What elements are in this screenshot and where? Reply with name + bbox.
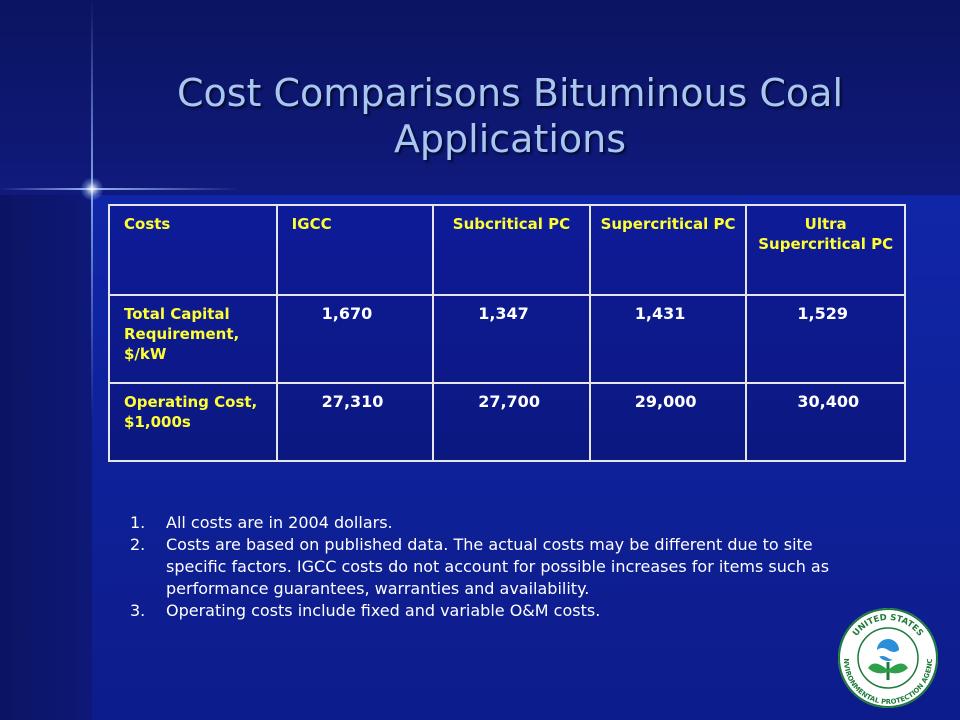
table-row-capital: Total Capital Requirement, $/kW 1,670 1,… [108, 294, 906, 384]
footnote-3-number: 3. [130, 601, 146, 620]
header-ultra-supercritical-pc: Ultra Supercritical PC [745, 204, 906, 296]
lens-flare-vertical [91, 0, 93, 420]
header-igcc: IGCC [275, 204, 435, 296]
cell-capital-igcc: 1,670 [275, 294, 435, 384]
slide-background-left [0, 195, 92, 720]
footnote-2-text: Costs are based on published data. The a… [166, 535, 830, 598]
lens-flare-core [80, 177, 104, 201]
footnote-1-number: 1. [130, 513, 146, 532]
slide-title-line-2: Applications [393, 117, 627, 161]
footnote-2: 2. Costs are based on published data. Th… [130, 534, 830, 600]
cost-comparison-table: Costs IGCC Subcritical PC Supercritical … [108, 204, 906, 462]
footnote-3: 3. Operating costs include fixed and var… [130, 600, 830, 622]
cell-operating-ultra: 30,400 [745, 382, 906, 462]
cell-capital-ultra: 1,529 [745, 294, 906, 384]
cell-capital-subcritical: 1,347 [432, 294, 591, 384]
cell-capital-supercritical: 1,431 [588, 294, 748, 384]
row-label-capital: Total Capital Requirement, $/kW [108, 294, 278, 384]
header-supercritical-pc: Supercritical PC [588, 204, 748, 296]
footnote-1-text: All costs are in 2004 dollars. [166, 513, 393, 532]
footnote-1: 1. All costs are in 2004 dollars. [130, 512, 830, 534]
slide-background-top [0, 0, 960, 195]
seal-left-leaf-icon [868, 663, 888, 674]
seal-water-icon [877, 648, 899, 660]
cell-operating-igcc: 27,310 [275, 382, 435, 462]
slide-title-line-1: Cost Comparisons Bituminous Coal [176, 71, 844, 115]
seal-right-leaf-icon [888, 663, 908, 674]
epa-seal-logo: UNITED STATES ENVIRONMENTAL PROTECTION A… [836, 606, 938, 708]
seal-outer-border [838, 608, 938, 708]
lens-flare-horizontal [0, 188, 240, 190]
cell-operating-supercritical: 29,000 [588, 382, 748, 462]
row-label-operating: Operating Cost, $1,000s [108, 382, 278, 462]
cell-operating-subcritical: 27,700 [432, 382, 591, 462]
header-subcritical-pc: Subcritical PC [432, 204, 591, 296]
table-row-operating: Operating Cost, $1,000s 27,310 27,700 29… [108, 382, 906, 462]
header-costs: Costs [108, 204, 278, 296]
footnote-3-text: Operating costs include fixed and variab… [166, 601, 601, 620]
footnote-2-number: 2. [130, 535, 146, 554]
slide-title: Cost Comparisons Bituminous Coal Applica… [150, 70, 870, 162]
table-header-row: Costs IGCC Subcritical PC Supercritical … [108, 204, 906, 296]
footnotes-list: 1. All costs are in 2004 dollars. 2. Cos… [130, 512, 830, 622]
